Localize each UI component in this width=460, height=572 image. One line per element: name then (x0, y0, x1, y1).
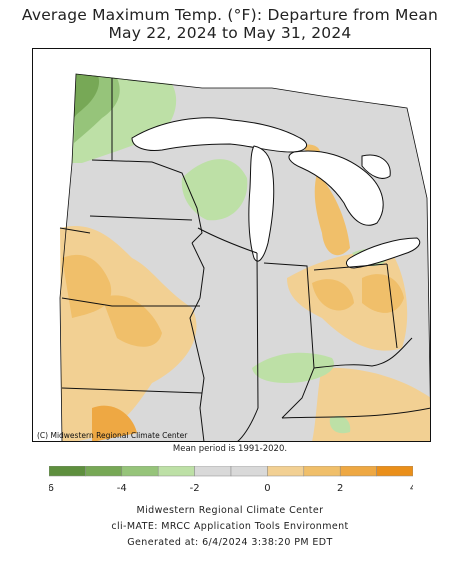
legend-swatch (376, 466, 413, 477)
legend-tick-label: -4 (117, 483, 127, 494)
warm-area-west-mid2 (102, 295, 162, 347)
georgian-bay (361, 154, 391, 179)
legend-tick-label: 0 (264, 483, 270, 494)
region-outline (59, 73, 431, 442)
warm-area-michigan (314, 173, 350, 256)
cool-area-wisconsin (181, 159, 248, 221)
legend-swatch (121, 466, 159, 477)
legend-swatch (303, 466, 341, 477)
warm-area-east-mid (312, 279, 354, 311)
cool-area-northwest-strong (74, 74, 100, 118)
map-frame (32, 48, 431, 442)
cool-area-kentucky (329, 415, 351, 434)
legend-tick-label: -2 (190, 483, 200, 494)
lake-michigan (248, 145, 275, 262)
warm-area-southwest (92, 405, 137, 442)
date-range: May 22, 2024 to May 31, 2024 (108, 24, 352, 42)
departure-map (32, 48, 431, 442)
legend-tick-label: -6 (49, 483, 54, 494)
color-legend: -6 -4 -2 0 2 4 (49, 466, 413, 494)
mean-period-note: Mean period is 1991-2020. (172, 444, 288, 454)
legend-swatch (85, 466, 123, 477)
legend-swatch (267, 466, 305, 477)
lake-superior (131, 117, 308, 153)
footer-org: Midwestern Regional Climate Center (136, 505, 324, 516)
legend-swatch (194, 466, 232, 477)
footer-generated: Generated at: 6/4/2024 3:38:20 PM EDT (127, 537, 333, 548)
copyright-label: (C) Midwestern Regional Climate Center (37, 431, 188, 440)
map-title: Average Maximum Temp. (°F): Departure fr… (21, 6, 439, 24)
state-borders (59, 78, 431, 442)
legend-swatch (339, 466, 377, 477)
warm-area-west-mid (62, 254, 112, 318)
legend-tick-label: 2 (337, 483, 343, 494)
warm-area-ohio (362, 274, 404, 313)
legend-swatch (157, 466, 195, 477)
legend-swatch (230, 466, 268, 477)
lake-huron (288, 150, 384, 226)
legend-swatch (49, 466, 86, 477)
legend-tick-label: 4 (410, 483, 413, 494)
footer-app: cli-MATE: MRCC Application Tools Environ… (111, 521, 349, 532)
